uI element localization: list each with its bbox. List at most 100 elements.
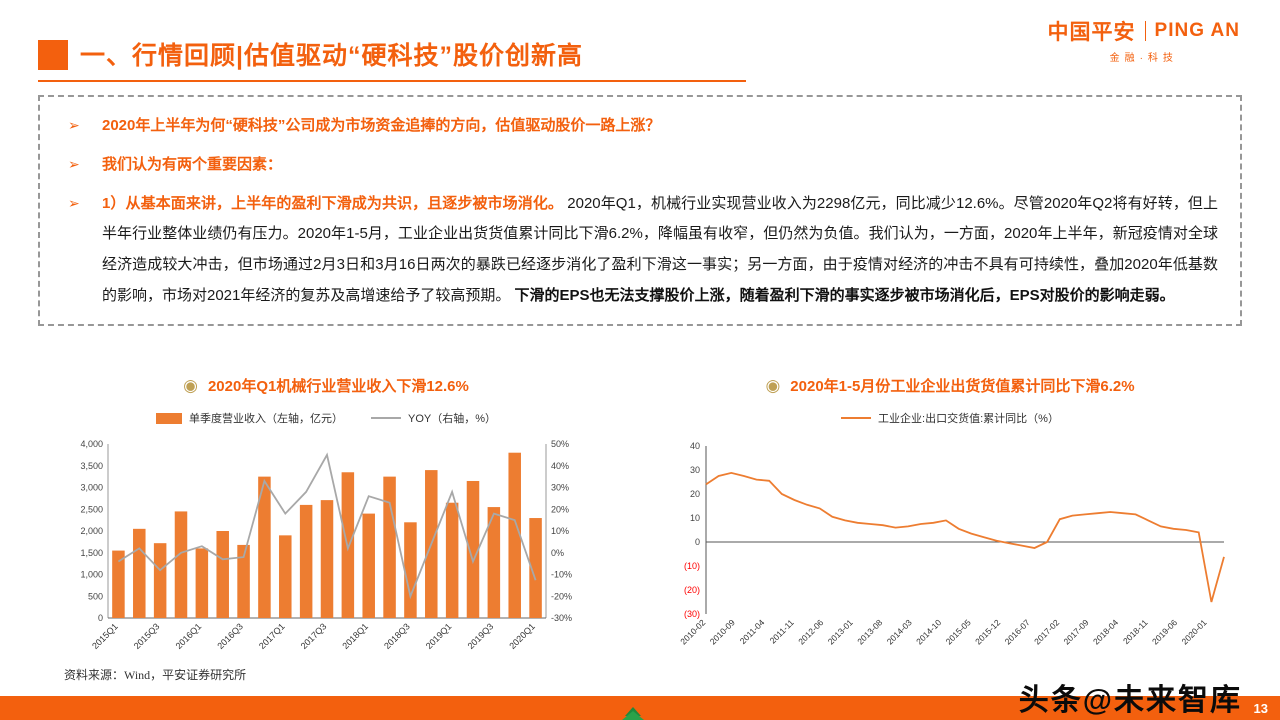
svg-text:2015-05: 2015-05 (944, 617, 973, 646)
svg-text:2018-11: 2018-11 (1121, 617, 1150, 646)
target-icon: ◉ (765, 376, 781, 395)
watermark-text: 头条@未来智库 (1018, 684, 1242, 717)
svg-text:2018-04: 2018-04 (1091, 617, 1120, 646)
svg-text:0: 0 (98, 613, 103, 623)
svg-text:2020-01: 2020-01 (1179, 617, 1208, 646)
legend-revenue-label: 单季度营业收入（左轴，亿元） (188, 413, 343, 425)
svg-text:2017-02: 2017-02 (1032, 617, 1061, 646)
svg-text:2013-08: 2013-08 (855, 617, 884, 646)
svg-text:500: 500 (88, 591, 103, 601)
orange-bar-swatch-icon (155, 412, 182, 424)
svg-text:30%: 30% (551, 483, 569, 493)
svg-text:(20): (20) (684, 585, 700, 595)
left-chart-title-text: 2020年Q1机械行业营业收入下滑12.6% (207, 378, 469, 395)
svg-text:2016Q3: 2016Q3 (215, 621, 245, 651)
svg-text:1,500: 1,500 (80, 548, 103, 558)
svg-text:0%: 0% (551, 548, 564, 558)
svg-text:2,500: 2,500 (80, 504, 103, 514)
svg-text:2013-01: 2013-01 (826, 617, 855, 646)
svg-text:2020Q1: 2020Q1 (507, 621, 537, 651)
legend-yoy-label: YOY（右轴，%） (407, 413, 496, 425)
orange-line-swatch-icon (841, 417, 872, 419)
svg-text:2014-03: 2014-03 (885, 617, 914, 646)
bullet-point-1: ➢ 2020年上半年为何“硬科技”公司成为市场资金追捧的方向，估值驱动股价一路上… (62, 111, 1218, 142)
bullet-arrow-icon: ➢ (68, 155, 80, 172)
svg-text:-20%: -20% (551, 591, 572, 601)
title-underline (38, 80, 746, 82)
logo-subtitle: 金融·科技 (1109, 53, 1178, 64)
svg-text:(30): (30) (684, 609, 700, 619)
svg-text:30: 30 (690, 465, 700, 475)
bullet-point-3: ➢ 1）从基本面来讲，上半年的盈利下滑成为共识，且逐步被市场消化。 2020年Q… (62, 189, 1218, 312)
page-title: 一、行情回顾|估值驱动“硬科技”股价创新高 (80, 42, 583, 70)
svg-text:2019Q1: 2019Q1 (424, 621, 454, 651)
logo-divider (1144, 21, 1146, 41)
bullet-3-body: 2020年Q1，机械行业实现营业收入为2298亿元，同比减少12.6%。尽管20… (102, 194, 1218, 304)
svg-text:20: 20 (690, 489, 700, 499)
machinery-revenue-chart-panel: ◉ 2020年Q1机械行业营业收入下滑12.6% 单季度营业收入（左轴，亿元） … (56, 375, 596, 682)
title-square-marker (38, 40, 68, 70)
bullet-2-text: 我们认为有两个重要因素： (102, 155, 283, 173)
svg-text:2018Q3: 2018Q3 (382, 621, 412, 651)
svg-text:-10%: -10% (551, 570, 572, 580)
svg-text:2018Q1: 2018Q1 (340, 621, 370, 651)
summary-callout-box: ➢ 2020年上半年为何“硬科技”公司成为市场资金追捧的方向，估值驱动股价一路上… (38, 95, 1242, 326)
svg-text:3,500: 3,500 (80, 461, 103, 471)
target-icon: ◉ (183, 376, 198, 395)
svg-text:2019-06: 2019-06 (1150, 617, 1179, 646)
source-note: 资料来源：Wind，平安证券研究所 (64, 668, 247, 682)
svg-text:50%: 50% (551, 439, 569, 449)
svg-text:2019Q3: 2019Q3 (466, 621, 496, 651)
svg-text:2010-02: 2010-02 (678, 617, 707, 646)
logo-en-text: PING AN (1154, 20, 1240, 41)
svg-text:2017-09: 2017-09 (1061, 617, 1090, 646)
svg-text:2017Q1: 2017Q1 (257, 621, 287, 651)
left-chart-title: ◉ 2020年Q1机械行业营业收入下滑12.6% (56, 375, 596, 396)
legend-item-yoy: YOY（右轴，%） (370, 410, 496, 426)
bullet-3-emphasis: 下滑的EPS也无法支撑股价上涨，随着盈利下滑的事实逐步被市场消化后，EPS对股价… (514, 286, 1175, 304)
svg-text:40: 40 (690, 441, 700, 451)
bullet-arrow-icon: ➢ (68, 117, 80, 133)
logo-cn-text: 中国平安 (1047, 21, 1136, 44)
right-chart-title-text: 2020年1-5月份工业企业出货货值累计同比下滑6.2% (790, 378, 1135, 395)
svg-text:2015Q3: 2015Q3 (132, 621, 162, 651)
svg-text:2010-09: 2010-09 (708, 617, 737, 646)
right-chart-legend: 工业企业:出口交货值:累计同比（%） (660, 410, 1240, 426)
svg-text:10: 10 (690, 513, 700, 523)
svg-text:0: 0 (695, 537, 700, 547)
gray-line-swatch-icon (370, 417, 401, 419)
svg-text:2011-11: 2011-11 (768, 617, 796, 645)
svg-text:2016-07: 2016-07 (1003, 617, 1032, 646)
pingan-logo: 中国平安 PING AN 金融·科技 (1048, 16, 1240, 64)
left-chart-legend: 单季度营业收入（左轴，亿元） YOY（右轴，%） (56, 410, 596, 426)
svg-text:(10): (10) (684, 561, 700, 571)
bullet-arrow-icon: ➢ (68, 194, 80, 211)
svg-text:2,000: 2,000 (80, 526, 103, 536)
svg-text:1,000: 1,000 (80, 570, 103, 580)
svg-text:2015-12: 2015-12 (973, 617, 1002, 646)
svg-text:2012-06: 2012-06 (796, 617, 825, 646)
bullet-3-lead: 1）从基本面来讲，上半年的盈利下滑成为共识，且逐步被市场消化。 (102, 194, 563, 212)
right-chart-title: ◉ 2020年1-5月份工业企业出货货值累计同比下滑6.2% (660, 375, 1240, 396)
legend-export-label: 工业企业:出口交货值:累计同比（%） (878, 413, 1059, 425)
green-logo-icon (622, 699, 644, 720)
legend-item-revenue: 单季度营业收入（左轴，亿元） (155, 410, 343, 426)
svg-text:2016Q1: 2016Q1 (174, 621, 204, 651)
svg-text:20%: 20% (551, 504, 569, 514)
machinery-revenue-chart: 0 500 1,000 1,500 2,000 2,500 3,000 3,500 4,000 -… (80, 439, 572, 651)
svg-text:4,000: 4,000 (80, 439, 103, 449)
svg-text:3,000: 3,000 (80, 483, 103, 493)
svg-text:2015Q1: 2015Q1 (90, 621, 120, 651)
bullet-point-2: ➢ 我们认为有两个重要因素： (62, 150, 1218, 181)
industrial-export-chart-panel: ◉ 2020年1-5月份工业企业出货货值累计同比下滑6.2% 工业企业:出口交货… (660, 375, 1240, 686)
svg-text:40%: 40% (551, 461, 569, 471)
svg-text:2014-10: 2014-10 (914, 617, 943, 646)
bullet-1-text: 2020年上半年为何“硬科技”公司成为市场资金追捧的方向，估值驱动股价一路上涨？ (102, 117, 661, 134)
svg-text:-30%: -30% (551, 613, 572, 623)
svg-text:2017Q3: 2017Q3 (299, 621, 329, 651)
legend-item-export: 工业企业:出口交货值:累计同比（%） (841, 410, 1059, 426)
svg-text:10%: 10% (551, 526, 569, 536)
svg-text:2011-04: 2011-04 (738, 617, 767, 646)
